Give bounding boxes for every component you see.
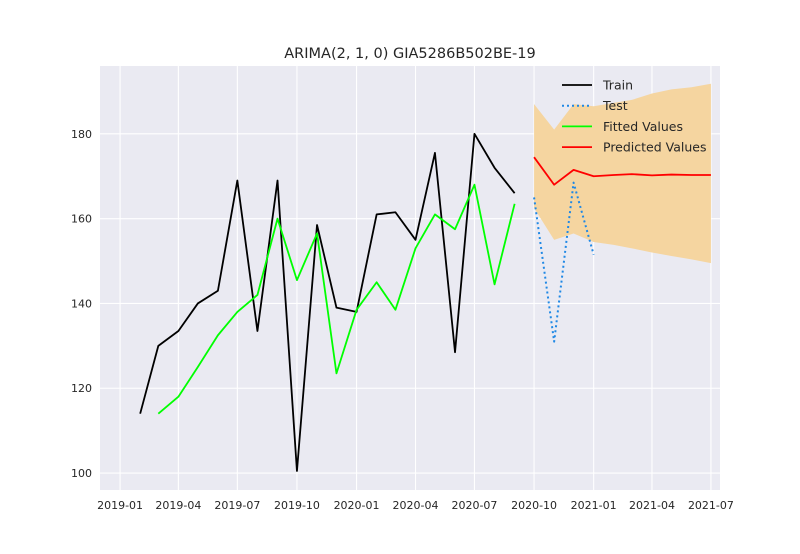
legend-item-predicted-values: Predicted Values: [562, 140, 707, 155]
series-line-predicted-values: [533, 156, 711, 186]
tick-labels: 2019-01 2019-04 2019-07 2019-10 2020-01 2020-…: [71, 128, 734, 512]
series-line-train: [139, 132, 516, 472]
y-tick-label: 100: [71, 467, 92, 480]
legend-label: Train: [602, 78, 633, 93]
legend-label: Test: [602, 98, 628, 113]
y-tick-label: 140: [71, 297, 92, 310]
prediction-interval-layer: [534, 83, 711, 264]
x-tick-label: 2019-07: [214, 499, 260, 512]
x-tick-label: 2021-04: [629, 499, 675, 512]
y-tick-label: 160: [71, 213, 92, 226]
series-line-test: [533, 181, 595, 343]
x-tick-label: 2020-04: [393, 499, 439, 512]
chart-title: ARIMA(2, 1, 0) GIA5286B502BE-19: [284, 46, 535, 62]
legend: Train Test Fitted Values Predicted Values: [562, 78, 707, 155]
y-tick-label: 180: [71, 128, 92, 141]
x-tick-label: 2021-07: [688, 499, 734, 512]
legend-item-fitted-values: Fitted Values: [562, 119, 683, 134]
x-tick-label: 2020-01: [334, 499, 380, 512]
prediction-interval-band: [534, 83, 711, 264]
legend-label: Fitted Values: [603, 119, 683, 134]
y-tick-label: 120: [71, 382, 92, 395]
series-layer: [139, 132, 711, 472]
legend-label: Predicted Values: [603, 140, 707, 155]
x-tick-label: 2019-01: [97, 499, 143, 512]
x-tick-label: 2019-10: [274, 499, 320, 512]
legend-item-train: Train: [562, 78, 633, 93]
x-tick-label: 2019-04: [155, 499, 201, 512]
legend-item-test: Test: [562, 98, 628, 113]
series-line-fitted-values: [157, 183, 516, 415]
x-tick-label: 2021-01: [571, 499, 617, 512]
x-tick-label: 2020-10: [511, 499, 557, 512]
x-tick-label: 2020-07: [451, 499, 497, 512]
